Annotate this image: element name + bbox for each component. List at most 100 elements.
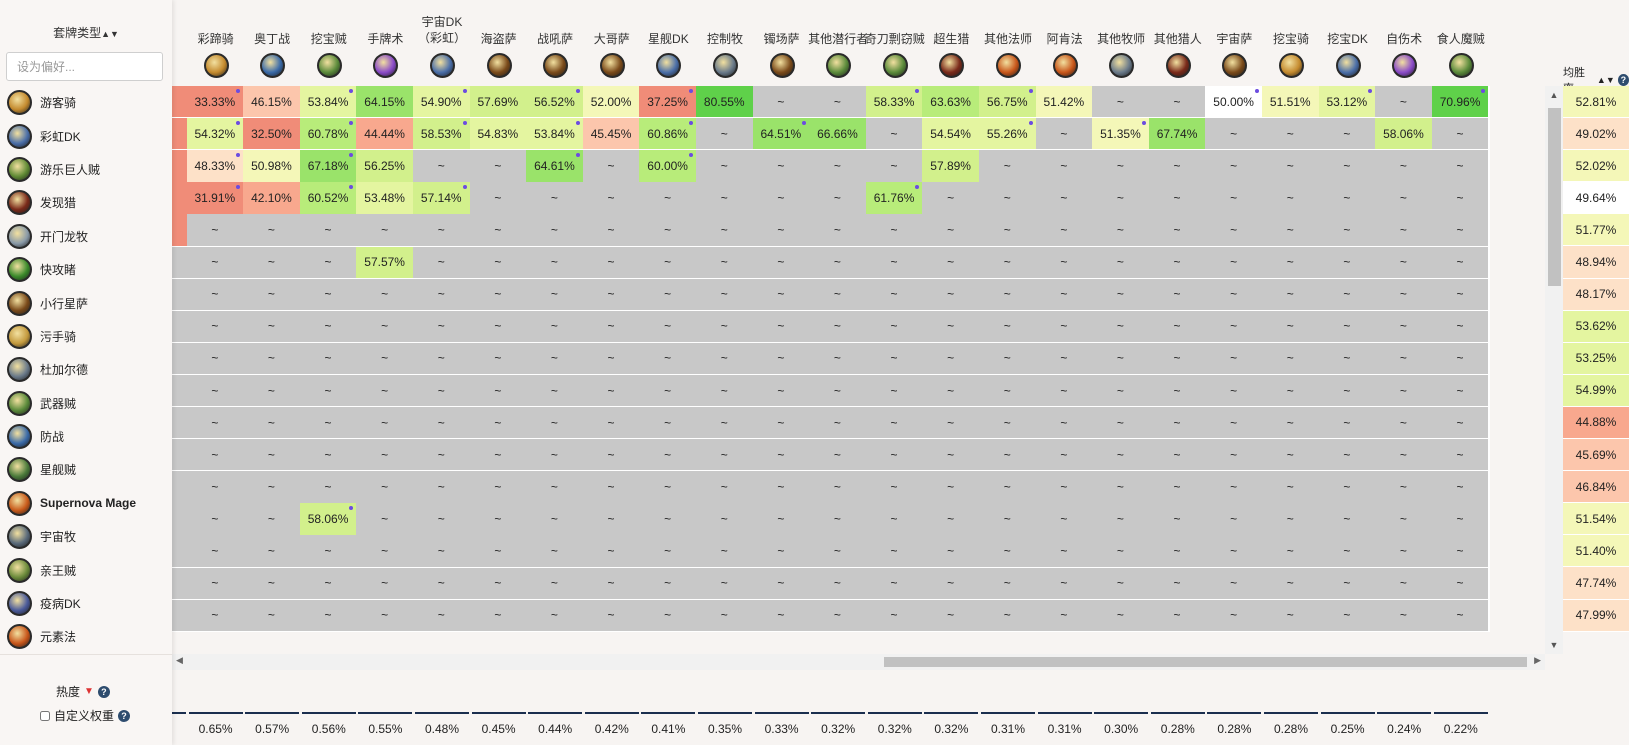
matchup-cell[interactable]: ~ [243, 567, 302, 600]
matchup-cell[interactable]: ~ [696, 310, 755, 344]
matchup-cell[interactable]: ~ [186, 535, 246, 568]
matchup-cell[interactable]: ~ [809, 374, 868, 408]
matchup-cell[interactable]: ~ [526, 278, 585, 311]
matchup-cell[interactable]: ~ [413, 246, 472, 279]
custom-weight-checkbox[interactable] [40, 710, 50, 721]
matchup-cell[interactable]: ~ [186, 374, 246, 408]
matchup-cell[interactable]: ~ [243, 310, 302, 344]
horizontal-scrollbar[interactable]: ◀ ▶ [172, 654, 1545, 670]
matchup-cell[interactable]: ~ [979, 342, 1038, 376]
matchup-cell[interactable]: ~ [865, 599, 925, 632]
column-header[interactable]: 宇宙萨 [1205, 0, 1263, 86]
matchup-cell[interactable]: ~ [1148, 246, 1208, 279]
matchup-cell[interactable]: ~ [1262, 407, 1321, 440]
matchup-cell[interactable]: ~ [1375, 246, 1434, 279]
matchup-cell[interactable]: ~ [1375, 599, 1434, 632]
column-header[interactable]: 挖宝DK [1319, 0, 1377, 86]
matchup-cell[interactable]: ~ [639, 214, 698, 247]
matchup-cell[interactable]: ~ [809, 471, 868, 504]
matchup-cell[interactable]: ~ [1035, 439, 1095, 472]
matchup-cell[interactable]: ~ [526, 599, 585, 632]
matchup-cell[interactable]: ~ [526, 503, 585, 536]
matchup-cell[interactable]: ~ [696, 150, 755, 183]
matchup-cell[interactable]: ~ [1205, 567, 1264, 600]
deck-row[interactable]: 亲王贼 [0, 553, 172, 586]
matchup-cell[interactable]: ~ [865, 118, 925, 151]
sort-arrows-icon[interactable]: ▲▼ [1596, 75, 1615, 85]
matchup-cell[interactable]: ~ [865, 278, 925, 311]
matchup-cell[interactable]: ~ [979, 374, 1038, 408]
matchup-cell[interactable]: ~ [1148, 86, 1208, 119]
matchup-cell[interactable]: ~ [469, 503, 529, 536]
matchup-cell[interactable]: 64.61% [526, 150, 585, 183]
matchup-cell[interactable]: ~ [1262, 246, 1321, 279]
matchup-cell[interactable]: ~ [413, 150, 472, 183]
matchup-cell[interactable]: ~ [1318, 407, 1378, 440]
matchup-cell[interactable]: ~ [1092, 374, 1151, 408]
deck-row[interactable]: 武器贼 [0, 387, 172, 420]
matchup-cell[interactable]: ~ [582, 150, 642, 183]
matchup-cell[interactable]: ~ [1148, 374, 1208, 408]
matchup-cell[interactable]: ~ [299, 214, 359, 247]
deck-row[interactable]: Supernova Mage [0, 487, 172, 520]
matchup-cell[interactable]: ~ [1431, 407, 1491, 440]
matchup-cell[interactable]: ~ [1205, 182, 1264, 215]
matchup-cell[interactable]: 57.14% [413, 182, 472, 215]
matchup-cell[interactable]: ~ [696, 342, 755, 376]
matchup-cell[interactable]: ~ [922, 503, 981, 536]
matchup-cell[interactable]: ~ [809, 567, 868, 600]
matchup-cell[interactable]: 54.32% [186, 118, 246, 151]
matchup-cell[interactable]: ~ [469, 150, 529, 183]
matchup-cell[interactable]: ~ [582, 503, 642, 536]
matchup-cell[interactable]: 31.91% [186, 182, 246, 215]
matchup-cell[interactable]: ~ [413, 599, 472, 632]
matchup-cell[interactable]: ~ [1262, 374, 1321, 408]
matchup-cell[interactable]: ~ [582, 407, 642, 440]
matchup-cell[interactable]: ~ [582, 374, 642, 408]
deck-row[interactable]: 发现猎 [0, 186, 172, 219]
matchup-cell[interactable]: ~ [356, 439, 415, 472]
matchup-cell[interactable]: ~ [413, 278, 472, 311]
matchup-cell[interactable]: ~ [1035, 471, 1095, 504]
matchup-cell[interactable]: ~ [979, 471, 1038, 504]
matchup-cell[interactable]: ~ [809, 278, 868, 311]
matchup-cell[interactable]: ~ [752, 150, 812, 183]
matchup-cell[interactable]: ~ [1205, 374, 1264, 408]
matchup-cell[interactable]: ~ [1431, 374, 1491, 408]
matchup-cell[interactable]: ~ [696, 118, 755, 151]
column-header[interactable]: 挖宝骑 [1262, 0, 1320, 86]
matchup-cell[interactable]: ~ [243, 278, 302, 311]
column-header[interactable]: 其他牧师 [1092, 0, 1150, 86]
popularity-sort[interactable]: 热度 ▼ ? [56, 683, 110, 700]
matchup-cell[interactable]: ~ [1262, 310, 1321, 344]
matchup-cell[interactable]: ~ [1092, 246, 1151, 279]
matchup-cell[interactable]: ~ [1375, 567, 1434, 600]
matchup-cell[interactable]: ~ [1318, 182, 1378, 215]
matchup-cell[interactable]: ~ [639, 407, 698, 440]
matchup-cell[interactable]: ~ [1148, 599, 1208, 632]
matchup-cell[interactable]: ~ [1262, 214, 1321, 247]
matchup-cell[interactable]: ~ [639, 471, 698, 504]
matchup-cell[interactable]: ~ [1092, 503, 1151, 536]
matchup-cell[interactable]: ~ [356, 374, 415, 408]
matchup-cell[interactable]: ~ [922, 342, 981, 376]
matchup-cell[interactable]: ~ [1262, 535, 1321, 568]
matchup-cell[interactable]: 58.33% [865, 86, 925, 119]
matchup-cell[interactable]: ~ [1431, 150, 1491, 183]
matchup-cell[interactable]: 50.00% [1205, 86, 1264, 119]
matchup-cell[interactable]: ~ [1431, 342, 1491, 376]
matchup-cell[interactable]: ~ [1205, 118, 1264, 151]
matchup-cell[interactable]: ~ [582, 471, 642, 504]
column-header[interactable]: 自伤术 [1375, 0, 1433, 86]
matchup-cell[interactable]: ~ [696, 535, 755, 568]
matchup-cell[interactable]: ~ [752, 471, 812, 504]
matchup-cell[interactable]: 54.54% [922, 118, 981, 151]
matchup-cell[interactable]: ~ [922, 599, 981, 632]
matchup-cell[interactable]: ~ [1205, 214, 1264, 247]
matchup-cell[interactable]: 51.35% [1092, 118, 1151, 151]
matchup-cell[interactable]: 70.96% [1431, 86, 1491, 119]
deck-type-sort-header[interactable]: 套牌类型▲▼ [0, 24, 172, 41]
matchup-cell[interactable]: ~ [186, 599, 246, 632]
deck-row[interactable]: 彩虹DK [0, 119, 172, 152]
matchup-cell[interactable]: ~ [979, 503, 1038, 536]
